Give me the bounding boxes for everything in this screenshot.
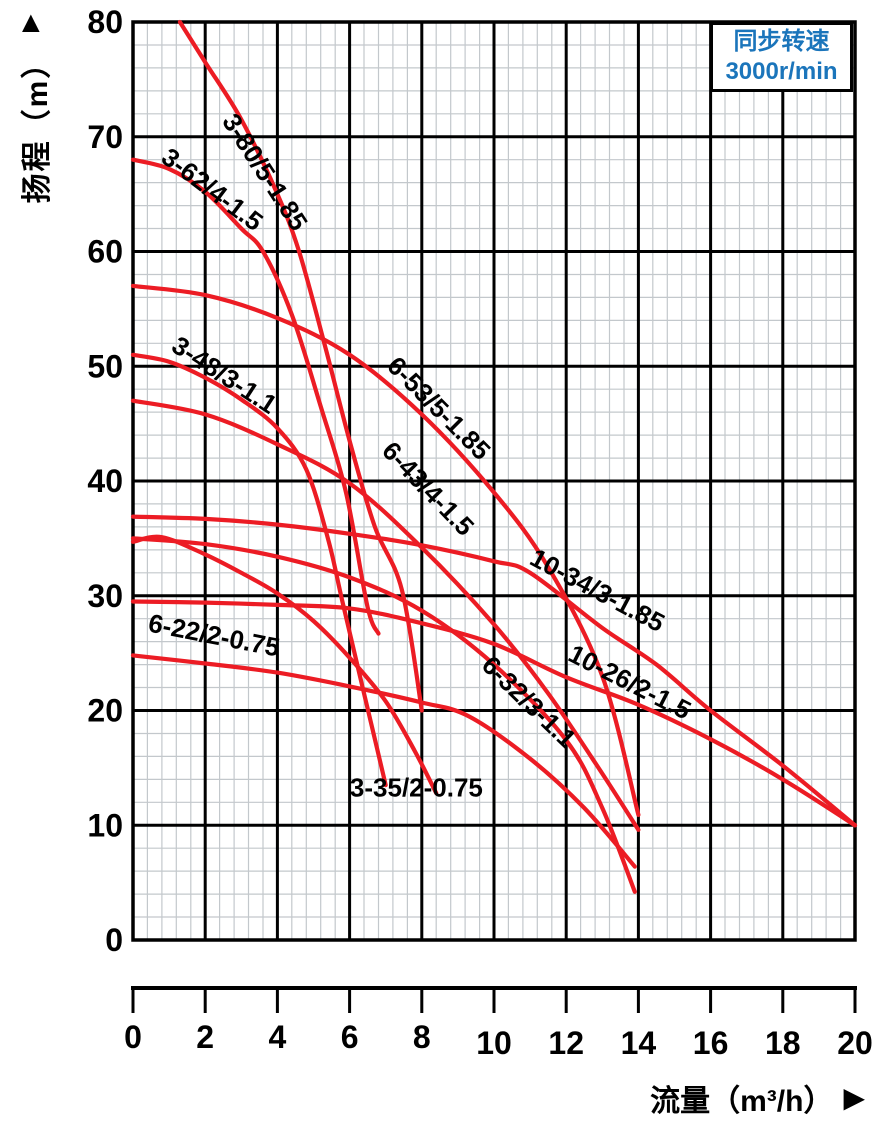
curve-6-32/3-1.1 (130, 536, 637, 894)
pump-curves (130, 19, 858, 894)
x-tick-label-6: 6 (341, 1019, 359, 1055)
x-axis-title: 流量（m³/h） (650, 1085, 834, 1118)
curve-label-3-35/2-0.75: 3-35/2-0.75 (350, 773, 483, 803)
x-tick-label-16: 16 (693, 1025, 729, 1061)
x-tick-label-2: 2 (196, 1019, 214, 1055)
y-axis-arrow-icon: ▲ (16, 6, 46, 39)
x-tick-label-12: 12 (548, 1025, 584, 1061)
curve-6-43/4-1.5 (130, 398, 641, 832)
curve-3-80/5-1.85 (177, 19, 424, 713)
legend-box: 同步转速 3000r/min (710, 22, 853, 92)
y-tick-label-30: 30 (87, 578, 123, 614)
x-tick-label-20: 20 (837, 1025, 873, 1061)
curve-10-26/2-1.5 (130, 599, 858, 828)
legend-speed-value: 3000r/min (725, 58, 838, 85)
curve-6-22/2-0.75 (130, 653, 637, 869)
x-ruler-ticks (131, 988, 857, 1013)
y-tick-label-20: 20 (87, 693, 123, 729)
plot-border (131, 20, 857, 942)
y-tick-label-50: 50 (87, 348, 123, 384)
x-tick-label-8: 8 (413, 1019, 431, 1055)
x-tick-label-0: 0 (124, 1019, 142, 1055)
curve-3-62/4-1.5 (130, 157, 381, 636)
y-tick-label-40: 40 (87, 463, 123, 499)
curve-10-34/3-1.85 (130, 514, 858, 828)
legend-speed-label: 同步转速 (733, 28, 830, 55)
curve-3-48/3-1.1 (130, 352, 388, 788)
y-tick-label-0: 0 (105, 922, 123, 958)
curve-label-6-22/2-0.75: 6-22/2-0.75 (146, 608, 282, 663)
y-tick-label-60: 60 (87, 234, 123, 270)
x-axis-arrow-icon: ▶ (843, 1082, 865, 1113)
x-axis-title-block: 流量（m³/h） ▶ (650, 1076, 865, 1120)
x-tick-label-10: 10 (476, 1025, 512, 1061)
y-axis-title: 扬程（m） (21, 46, 54, 204)
x-tick-label-18: 18 (765, 1025, 801, 1061)
y-tick-label-80: 80 (87, 4, 123, 40)
y-tick-label-70: 70 (87, 119, 123, 155)
x-tick-label-14: 14 (621, 1025, 657, 1061)
y-tick-label-10: 10 (87, 807, 123, 843)
curve-6-53/5-1.85 (130, 283, 641, 817)
x-tick-label-4: 4 (269, 1019, 287, 1055)
